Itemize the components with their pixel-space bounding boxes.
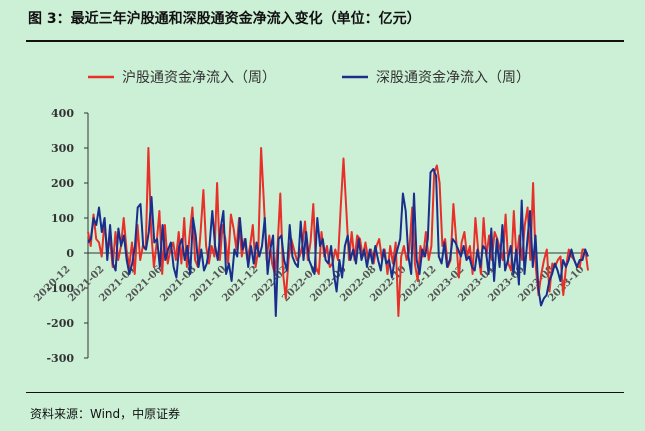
top-rule: [26, 40, 624, 42]
y-tick-label: -300: [46, 352, 74, 365]
y-tick-label: 0: [66, 247, 74, 260]
y-tick-label: -200: [46, 317, 74, 330]
y-tick-label: 100: [51, 212, 74, 225]
figure-title: 图 3：最近三年沪股通和深股通资金净流入变化（单位：亿元）: [28, 11, 421, 27]
y-tick-label: -100: [46, 282, 74, 295]
line-chart: 沪股通资金净流入（周） 深股通资金净流入（周） -300 -200 -100 0 100 2…: [32, 70, 589, 365]
legend-label: 沪股通资金净流入（周）: [122, 70, 276, 86]
chart-legend: 沪股通资金净流入（周） 深股通资金净流入（周）: [88, 70, 530, 86]
legend-label: 深股通资金净流入（周）: [376, 70, 530, 86]
chart-series: [87, 147, 589, 317]
series-line-shenzhen: [87, 168, 589, 317]
bottom-rule: [26, 392, 624, 393]
source-note: 资料来源：Wind，中原证券: [30, 407, 181, 421]
y-axis: -300 -200 -100 0 100 200 300 400: [46, 107, 89, 365]
y-tick-label: 400: [51, 107, 74, 120]
y-tick-label: 200: [51, 177, 74, 190]
y-tick-label: 300: [51, 142, 74, 155]
